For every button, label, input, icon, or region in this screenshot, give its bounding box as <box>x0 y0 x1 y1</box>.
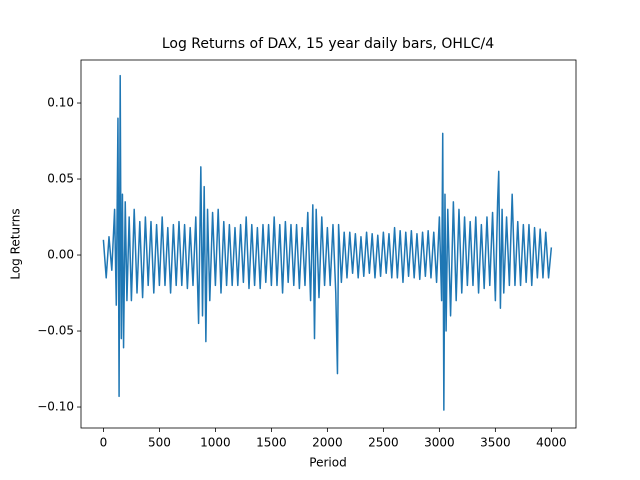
line-series <box>102 74 553 411</box>
x-tick-label: 500 <box>148 436 171 450</box>
chart-title: Log Returns of DAX, 15 year daily bars, … <box>162 36 494 52</box>
y-tick-label: −0.05 <box>37 324 74 338</box>
plot-frame <box>80 59 577 429</box>
x-tick-label: 2000 <box>312 436 343 450</box>
y-tick-label: 0.00 <box>47 248 74 262</box>
y-axis-label: Log Returns <box>9 208 23 279</box>
y-tick-label: 0.05 <box>47 172 74 186</box>
x-tick-label: 3000 <box>424 436 455 450</box>
x-tick-label: 1000 <box>200 436 231 450</box>
y-tick-label: 0.10 <box>47 96 74 110</box>
x-tick-label: 3500 <box>480 436 511 450</box>
x-tick-label: 1500 <box>256 436 287 450</box>
y-tick-label: −0.10 <box>37 400 74 414</box>
x-axis-label: Period <box>309 456 346 470</box>
x-tick-label: 2500 <box>368 436 399 450</box>
x-tick-label: 4000 <box>536 436 567 450</box>
x-tick-label: 0 <box>100 436 108 450</box>
